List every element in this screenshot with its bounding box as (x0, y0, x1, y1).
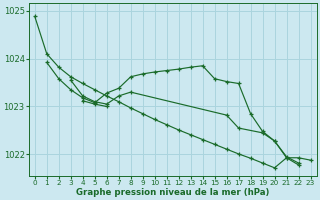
X-axis label: Graphe pression niveau de la mer (hPa): Graphe pression niveau de la mer (hPa) (76, 188, 269, 197)
